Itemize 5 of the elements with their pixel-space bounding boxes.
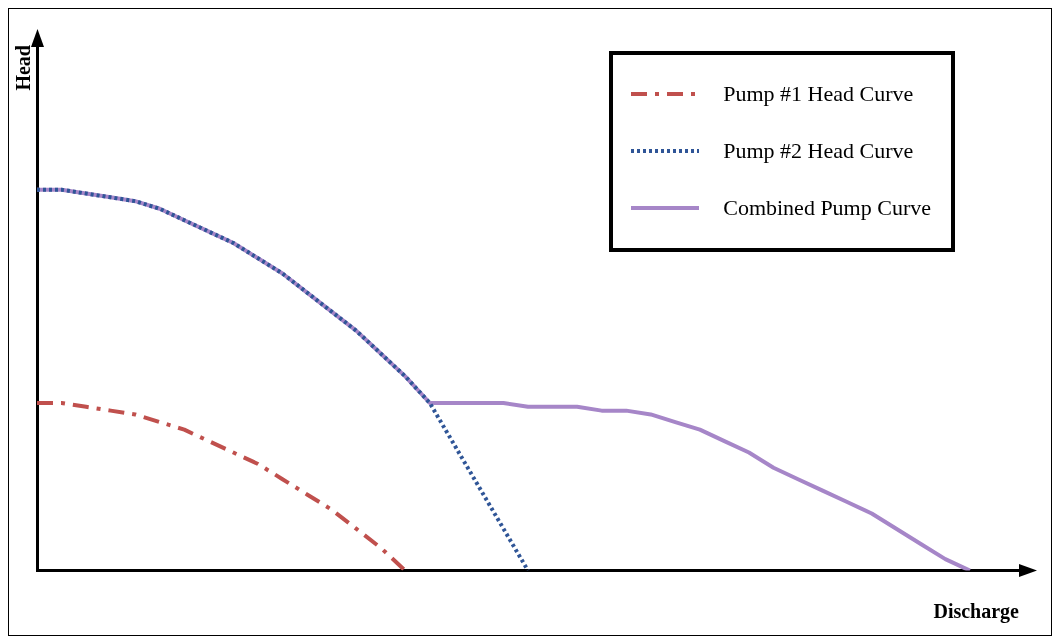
legend-label: Pump #2 Head Curve [723, 137, 914, 164]
legend-label: Pump #1 Head Curve [723, 80, 914, 107]
x-axis-title: Discharge [933, 600, 1020, 624]
y-axis-title: Head [12, 45, 35, 91]
legend-label: Combined Pump Curve [723, 194, 931, 221]
